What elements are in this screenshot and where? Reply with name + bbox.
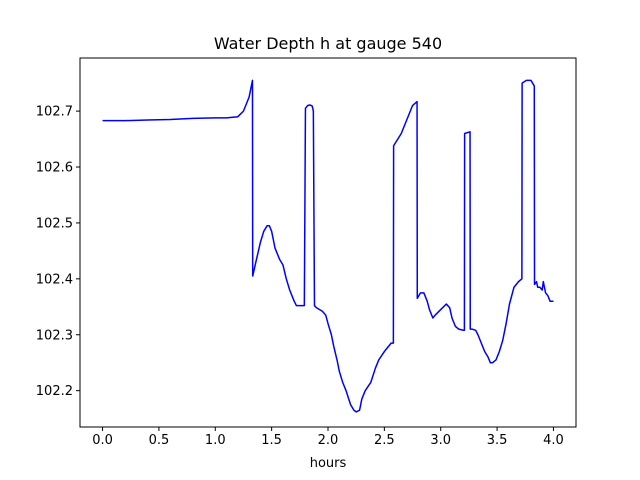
y-tick-label: 102.3	[36, 328, 73, 343]
x-tick-label: 2.5	[374, 433, 395, 448]
y-tick-label: 102.4	[36, 272, 73, 287]
x-tick-label: 3.5	[487, 433, 508, 448]
y-tick-label: 102.2	[36, 384, 73, 399]
y-tick-label: 102.5	[36, 216, 73, 231]
x-tick-label: 3.0	[430, 433, 451, 448]
x-tick-label: 4.0	[543, 433, 564, 448]
x-axis-label: hours	[310, 456, 347, 471]
y-tick-label: 102.7	[36, 105, 73, 120]
x-tick-label: 0.5	[149, 433, 170, 448]
x-tick-label: 0.0	[92, 433, 113, 448]
plot-area: 0.0 0.5 1.0 1.5 2.0 2.5 3.0 3.5 4.0 102.2 102.3 102…	[36, 57, 577, 448]
chart-title: Water Depth h at gauge 540	[214, 34, 442, 53]
x-tick-label: 2.0	[318, 433, 339, 448]
x-tick-label: 1.0	[205, 433, 226, 448]
y-tick-label: 102.6	[36, 161, 73, 176]
x-tick-label: 1.5	[261, 433, 282, 448]
series-line-0	[102, 79, 554, 413]
